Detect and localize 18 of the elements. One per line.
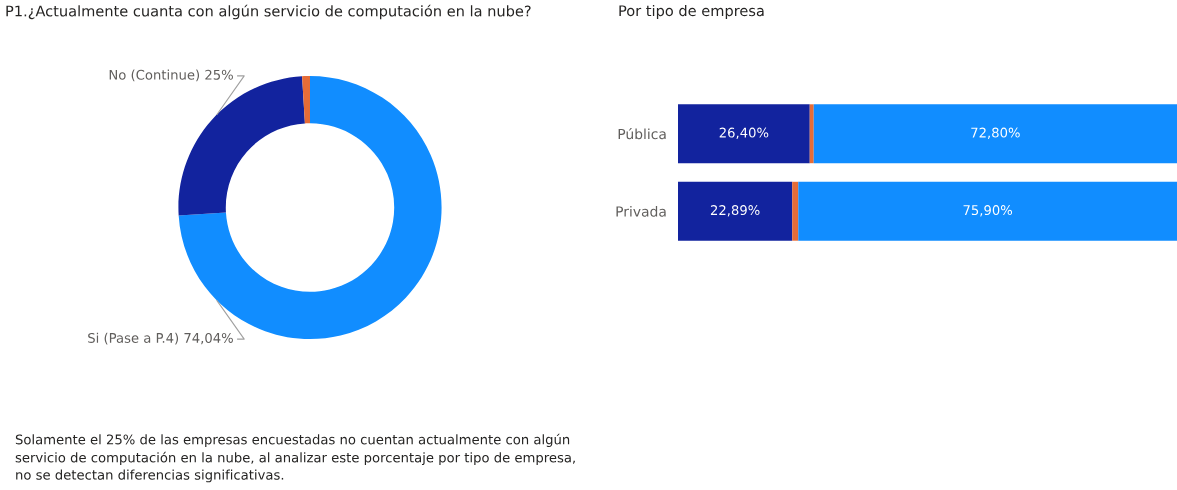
bar: [792, 181, 799, 241]
data-label: 72,80%: [971, 127, 1020, 139]
donut-slice: [302, 75, 310, 124]
slice-label: Si (Pase a P.4) 74,04%: [88, 332, 233, 345]
chart-title: Por tipo de empresa: [619, 4, 764, 20]
bar: [809, 104, 814, 164]
data-label: 22,89%: [710, 205, 760, 217]
bar: [678, 104, 810, 164]
text: Solamente el 25% de las empresas encuestadas no cuentan actualmente con algún servicio de computación en la nube, al analizar este porcentaje por tipo de empresa, no se detectan diferencias significativas.: [15, 433, 575, 483]
slice-label: No (Continue) 25%: [109, 69, 233, 82]
chart-title: P1.¿Actualmente cuanta con algún servicio de computación en la nube?: [6, 4, 531, 20]
bar: [798, 181, 1177, 241]
y-tick-label: Pública: [618, 127, 666, 140]
bar: [813, 104, 1177, 164]
bar: [678, 181, 793, 241]
y-tick-label: Privada: [616, 205, 666, 217]
data-label: 75,90%: [963, 205, 1013, 217]
data-label: 26,40%: [719, 127, 769, 139]
